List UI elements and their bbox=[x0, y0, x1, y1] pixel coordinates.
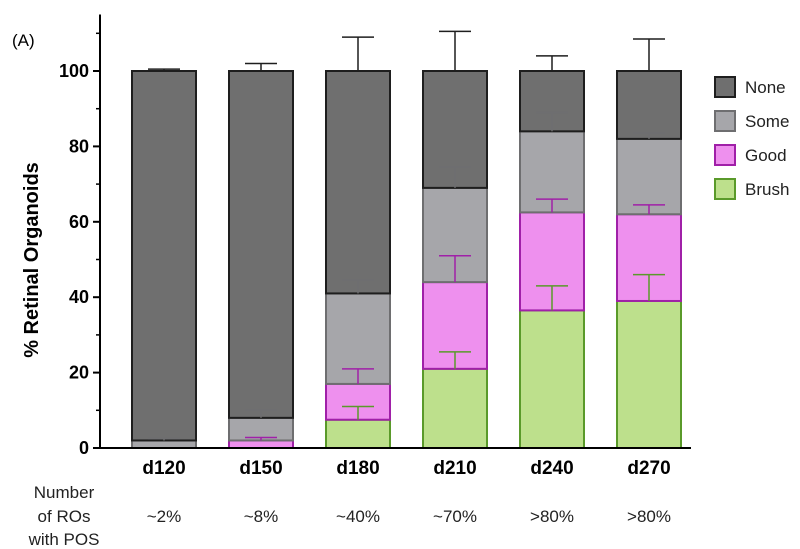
bar-d240-brush bbox=[519, 309, 585, 449]
x-tick-label-d240: d240 bbox=[530, 458, 573, 479]
footer-value-d180: ~40% bbox=[336, 507, 380, 526]
y-tick-label-80: 80 bbox=[69, 136, 89, 156]
bar-d150-good bbox=[228, 439, 294, 449]
y-tick-label-40: 40 bbox=[69, 287, 89, 307]
legend-swatch-good bbox=[714, 144, 736, 166]
bar-d180-none bbox=[325, 70, 391, 295]
x-tick-label-d120: d120 bbox=[142, 458, 185, 479]
legend-label-none: None bbox=[745, 78, 786, 97]
footer-value-d150: ~8% bbox=[244, 507, 279, 526]
legend-swatch-none bbox=[714, 76, 736, 98]
bar-d120-none bbox=[131, 70, 197, 442]
x-tick-label-d180: d180 bbox=[336, 458, 379, 479]
bar-d210-brush bbox=[422, 367, 488, 449]
legend-label-some: Some bbox=[745, 112, 789, 131]
bar-d120-some bbox=[131, 439, 197, 449]
x-tick-label-d150: d150 bbox=[239, 458, 282, 479]
y-tick-label-20: 20 bbox=[69, 363, 89, 383]
x-tick-label-d210: d210 bbox=[433, 458, 476, 479]
y-tick-label-0: 0 bbox=[79, 438, 89, 458]
bar-d270-some bbox=[616, 137, 682, 216]
footer-label-line-1: Number bbox=[34, 483, 95, 502]
legend-swatch-brush bbox=[714, 178, 736, 200]
footer-value-d120: ~2% bbox=[147, 507, 182, 526]
x-tick-label-d270: d270 bbox=[627, 458, 670, 479]
legend-label-good: Good bbox=[745, 146, 787, 165]
bar-d150-none bbox=[228, 70, 294, 419]
y-axis-label: % Retinal Organoids bbox=[21, 162, 43, 358]
footer-value-d240: >80% bbox=[530, 507, 574, 526]
legend-label-brush: Brush bbox=[745, 180, 789, 199]
y-tick-label-60: 60 bbox=[69, 212, 89, 232]
footer-value-d210: ~70% bbox=[433, 507, 477, 526]
bar-d180-brush bbox=[325, 418, 391, 450]
legend-swatch-some bbox=[714, 110, 736, 132]
y-tick-label-100: 100 bbox=[59, 61, 89, 81]
bar-d270-brush bbox=[616, 299, 682, 449]
panel-label: (A) bbox=[12, 31, 35, 50]
footer-label-line-3: with POS bbox=[28, 530, 100, 549]
bar-d270-none bbox=[616, 70, 682, 140]
footer-value-d270: >80% bbox=[627, 507, 671, 526]
footer-label-line-2: of ROs bbox=[38, 507, 91, 526]
